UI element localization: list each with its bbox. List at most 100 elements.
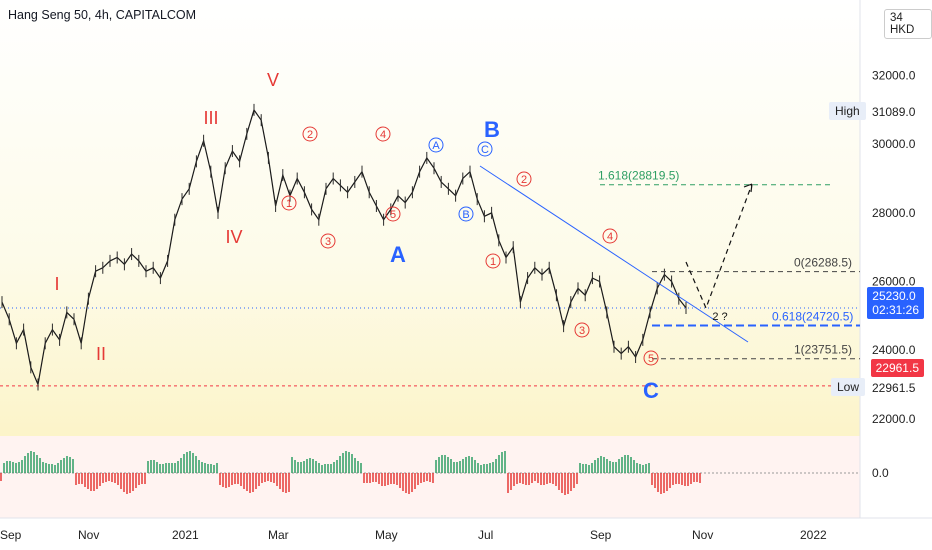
oscillator-bar [201,462,203,473]
oscillator-bar [36,455,38,473]
last-price-tag[interactable]: 25230.0 02:31:26 [867,287,924,319]
oscillator-bar [540,473,542,485]
oscillator-bar [129,473,131,493]
y-tick-label: 26000.0 [872,275,916,289]
oscillator-bar [480,465,482,473]
oscillator-bar [195,456,197,473]
oscillator-bar [54,465,56,473]
oscillator-bar [429,473,431,482]
oscillator-bar [477,463,479,473]
oscillator-bar [234,473,236,484]
oscillator-bar [600,456,602,473]
oscillator-bar [63,458,65,473]
oscillator-bar [153,460,155,473]
x-tick-label: Jul [478,528,493,542]
oscillator-bar [12,462,14,473]
oscillator-bar [255,473,257,489]
oscillator-bar [405,473,407,493]
oscillator-bar [588,465,590,473]
wave-label-circle [375,126,391,142]
oscillator-bar [141,473,143,484]
oscillator-bar [18,462,20,473]
oscillator-bar [318,463,320,473]
oscillator-bar [78,473,80,484]
wave-label: I [54,274,59,294]
wave-label: 4 [380,129,386,141]
oscillator-bar [27,453,29,473]
oscillator-bar [282,473,284,492]
downtrend-line [479,165,749,343]
oscillator-bar [285,473,287,493]
wave-label-circle [477,141,493,157]
oscillator-bar [9,461,11,473]
wave-label: 3 [325,236,331,248]
oscillator-bar [210,464,212,473]
oscillator-bar [525,473,527,485]
oscillator-bar [576,473,578,484]
low-price-tag: 22961.5 [870,359,924,377]
oscillator-bar [165,463,167,473]
oscillator-bar [678,473,680,484]
oscillator-bar [279,473,281,489]
x-tick-label: Nov [692,528,713,542]
low-label-text: Low [837,380,860,394]
oscillator-bar [24,456,26,473]
oscillator-bar [135,473,137,488]
oscillator-bar [453,462,455,473]
oscillator-bar [360,463,362,473]
oscillator-bar [621,457,623,473]
oscillator-bar [420,473,422,483]
oscillator-bar [663,473,665,493]
oscillator-bar [441,455,443,473]
x-tick-label: Mar [268,528,289,542]
oscillator-bar [216,463,218,473]
oscillator-bar [630,457,632,473]
wave-label-circle [574,322,590,338]
oscillator-bar [114,473,116,483]
oscillator-bar [519,473,521,483]
oscillator-bar [231,473,233,485]
oscillator-bar [615,462,617,473]
oscillator-bar [387,473,389,485]
oscillator-bar [60,460,62,473]
oscillator-bar [594,460,596,473]
oscillator-bar [543,473,545,485]
oscillator-bar [459,461,461,473]
currency-badge[interactable]: 34 HKD [884,9,932,39]
oscillator-bar [120,473,122,489]
oscillator-bar [465,457,467,473]
oscillator-bar [444,455,446,473]
oscillator-bar [267,473,269,481]
oscillator-bar [633,460,635,473]
oscillator-bar [660,473,662,494]
x-tick-label: 2022 [800,528,827,542]
oscillator-bar [3,463,5,473]
oscillator-bar [72,459,74,473]
oscillator-bar [417,473,419,485]
wave-label: 1 [286,198,292,210]
y-tick-label: 28000.0 [872,206,916,220]
oscillator-bar [303,461,305,473]
oscillator-bar [108,473,110,481]
oscillator-bar [534,473,536,481]
oscillator-bar [423,473,425,482]
oscillator-bar [522,473,524,484]
y-tick-label: 22000.0 [872,412,916,426]
oscillator-bar [93,473,95,491]
oscillator-bar [258,473,260,486]
oscillator-bar [648,463,650,473]
oscillator-bar [354,458,356,473]
oscillator-bar [33,452,35,473]
oscillator-bar [579,463,581,473]
oscillator-bar [69,457,71,473]
wave-label-circle [458,206,474,222]
oscillator-bar [306,459,308,473]
oscillator-bar [138,473,140,485]
oscillator-bar [99,473,101,486]
oscillator-bar [186,452,188,473]
oscillator-bar [264,473,266,482]
oscillator-bar [591,463,593,473]
y-tick-label: 32000.0 [872,69,916,83]
oscillator-bar [294,460,296,473]
